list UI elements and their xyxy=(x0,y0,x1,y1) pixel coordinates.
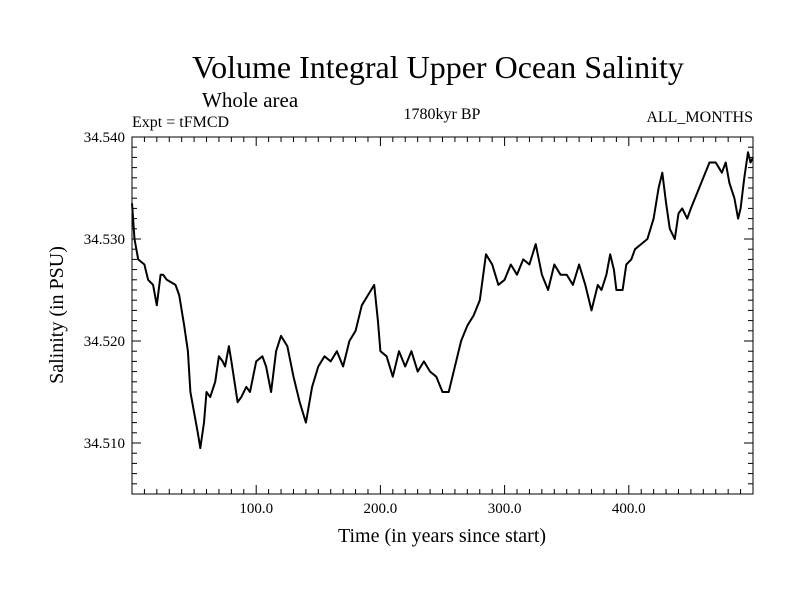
period-label: 1780kyr BP xyxy=(404,106,481,123)
salinity-series-line xyxy=(131,151,754,450)
y-axis-label: Salinity (in PSU) xyxy=(46,246,68,384)
axis-tick-labels: 100.0 200.0 300.0 400.0 34.510 34.520 34.530 34… xyxy=(84,130,646,517)
chart-subtitle: Whole area xyxy=(202,88,299,112)
y-tick-label: 34.540 xyxy=(84,130,125,146)
y-tick-label: 34.530 xyxy=(84,232,125,248)
x-tick-label: 400.0 xyxy=(612,501,646,517)
axis-ticks xyxy=(132,137,753,494)
y-tick-label: 34.510 xyxy=(84,436,125,452)
plot-frame xyxy=(131,136,754,495)
chart-title: Volume Integral Upper Ocean Salinity xyxy=(192,49,684,85)
y-tick-label: 34.520 xyxy=(84,334,125,350)
months-label: ALL_MONTHS xyxy=(646,109,753,126)
experiment-label: Expt = tFMCD xyxy=(132,114,229,131)
x-tick-label: 100.0 xyxy=(239,501,273,517)
x-tick-label: 300.0 xyxy=(488,501,522,517)
x-tick-label: 200.0 xyxy=(364,501,398,517)
x-axis-label: Time (in years since start) xyxy=(338,525,546,547)
